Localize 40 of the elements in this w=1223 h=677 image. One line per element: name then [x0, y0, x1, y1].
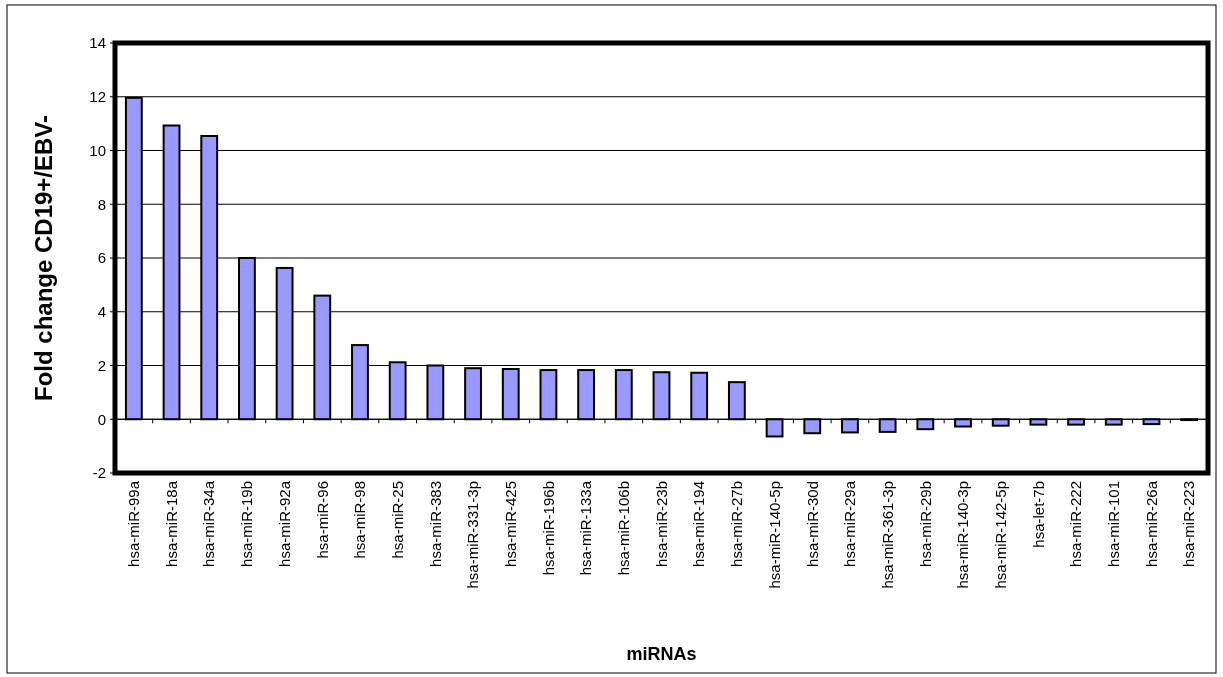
x-tick-label: hsa-miR-223 [1180, 481, 1198, 567]
y-tick-label: 6 [97, 249, 106, 267]
x-tick-label: hsa-miR-25 [388, 481, 406, 559]
x-tick-label: hsa-miR-99a [125, 480, 143, 567]
x-tick-label: hsa-miR-92a [275, 480, 293, 567]
y-tick-label: 4 [97, 303, 106, 320]
x-tick-label: hsa-miR-26a [1142, 480, 1160, 567]
x-tick-label: hsa-miR-361-3p [878, 481, 896, 589]
x-tick-label: hsa-miR-30d [803, 481, 821, 567]
x-tick-label: hsa-miR-101 [1105, 481, 1123, 567]
y-tick-label: -2 [92, 464, 106, 482]
y-tick-label: 0 [97, 410, 106, 428]
x-tick-label: hsa-miR-133a [577, 480, 595, 576]
x-tick-label: hsa-miR-383 [426, 481, 444, 567]
x-tick-label: hsa-miR-98 [351, 481, 369, 559]
x-tick-label: hsa-miR-23b [652, 481, 670, 567]
y-axis-title: Fold change CD19+/EBV- [30, 114, 57, 402]
x-tick-label: hsa-let-7b [1029, 481, 1047, 548]
x-tick-label: hsa-miR-194 [690, 481, 708, 567]
x-tick-label: hsa-miR-29b [916, 481, 934, 567]
x-tick-label: hsa-miR-222 [1067, 481, 1085, 567]
y-tick-label: 12 [89, 88, 106, 105]
x-tick-label: hsa-miR-331-3p [464, 481, 482, 589]
x-tick-label: hsa-miR-96 [313, 481, 331, 559]
x-tick-label: hsa-miR-34a [200, 480, 218, 567]
x-tick-label: hsa-miR-425 [501, 481, 519, 567]
x-tick-label: hsa-miR-27b [728, 481, 746, 567]
x-tick-label: hsa-miR-140-3p [954, 481, 972, 589]
x-tick-label: hsa-miR-196b [539, 481, 557, 576]
y-tick-label: 10 [89, 141, 106, 159]
x-tick-label: hsa-miR-19b [238, 481, 256, 567]
y-tick-label: 2 [97, 356, 106, 374]
x-axis-title: miRNAs [626, 644, 697, 664]
x-tick-label: hsa-miR-106b [615, 481, 633, 576]
x-tick-label: hsa-miR-140-5p [765, 481, 783, 589]
y-tick-label: 14 [89, 34, 106, 52]
x-tick-label: hsa-miR-18a [162, 480, 180, 567]
y-tick-label: 8 [97, 195, 106, 213]
x-tick-label: hsa-miR-29a [841, 480, 859, 567]
x-tick-label: hsa-miR-142-5p [991, 481, 1009, 589]
